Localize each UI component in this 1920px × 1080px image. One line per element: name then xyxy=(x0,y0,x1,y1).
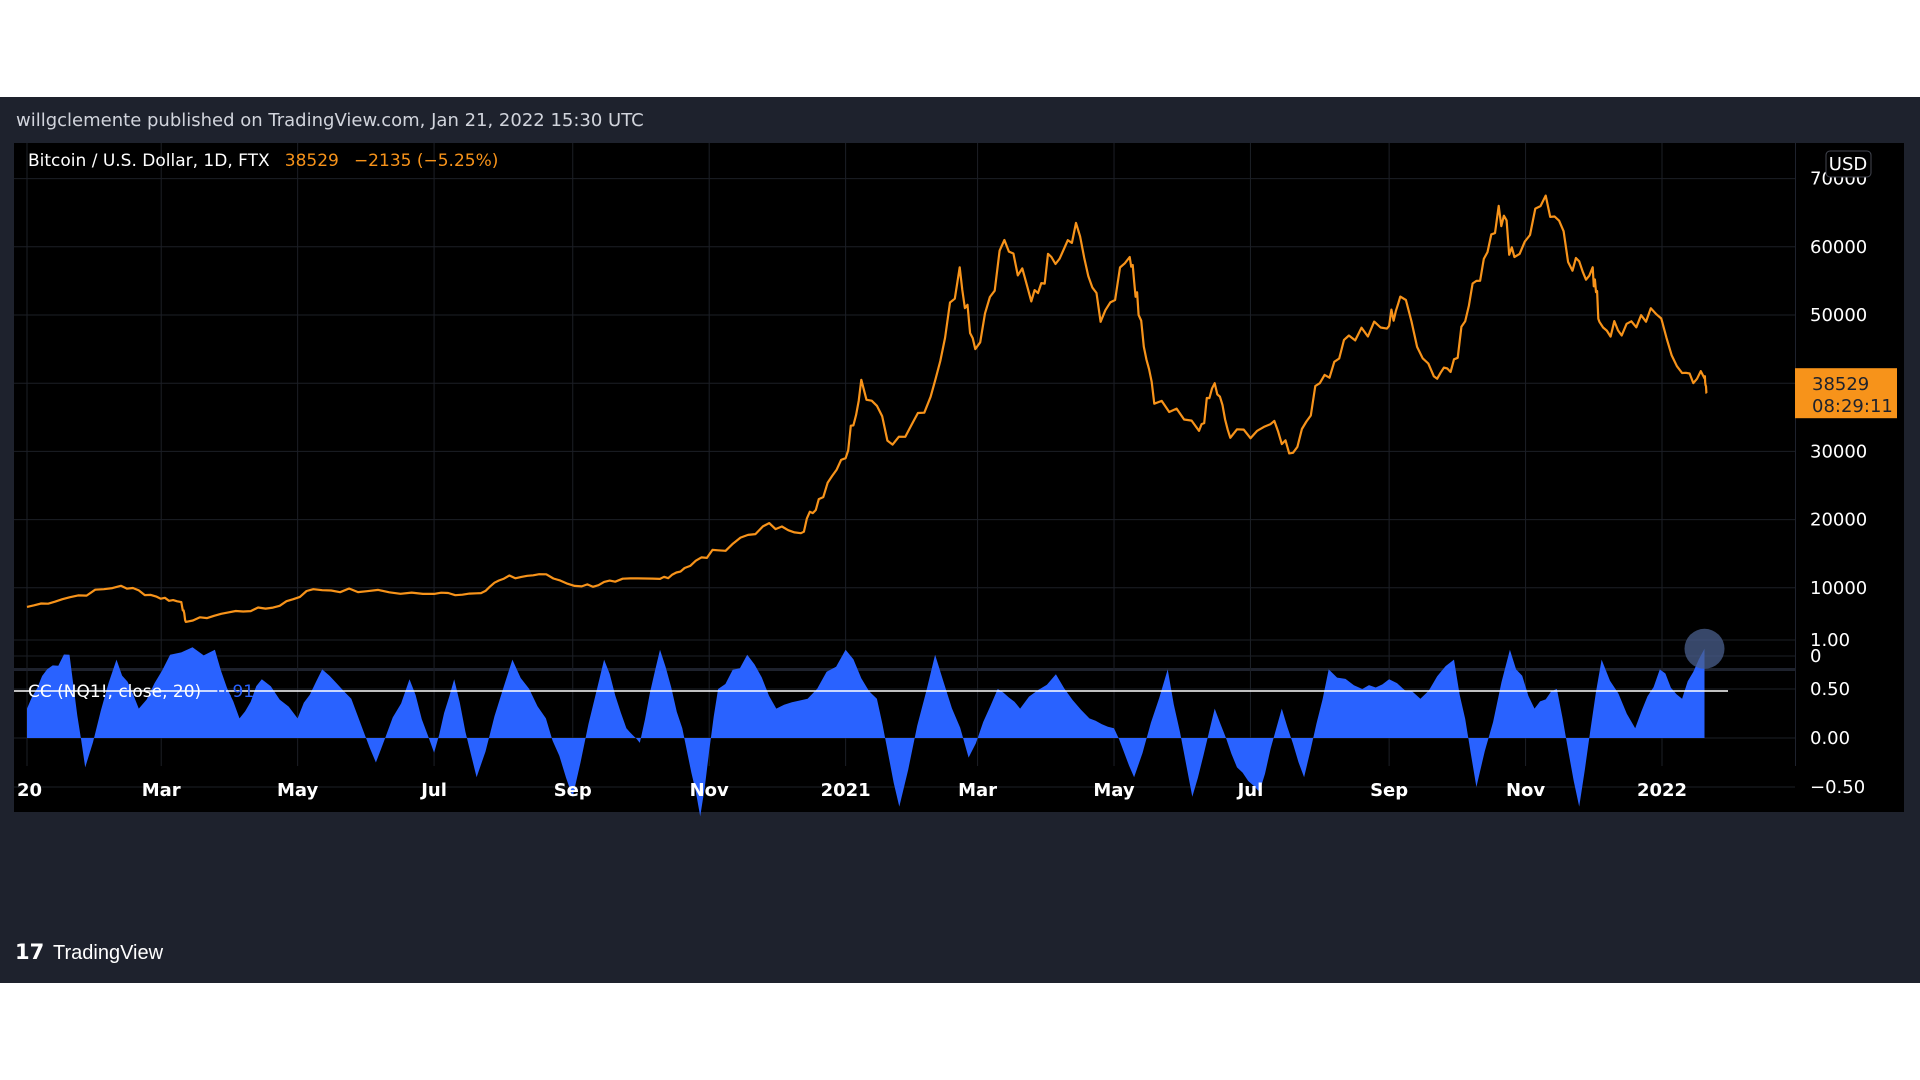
indicator-legend: CC (NQ1!, close, 20) 0.91 xyxy=(28,682,254,702)
x-tick-10: Sep xyxy=(1370,780,1408,801)
price-axis[interactable] xyxy=(1795,143,1904,766)
chart-frame: willgclemente published on TradingView.c… xyxy=(0,97,1920,983)
bar-countdown: 08:29:11 xyxy=(1812,396,1893,417)
x-tick-8: May xyxy=(1093,780,1135,801)
currency-badge[interactable] xyxy=(1825,150,1872,178)
x-tick-6: 2021 xyxy=(821,780,871,801)
price-tick-50000: 50000 xyxy=(1810,305,1867,326)
price-tick-0: 0 xyxy=(1810,646,1821,667)
price-ticks: 700006000050000400003000020000100000 xyxy=(1810,169,1867,667)
indicator-ticks: 1.00 0.50 0.00 −0.50 xyxy=(1810,630,1865,798)
indicator-value: 0.91 xyxy=(216,682,254,702)
x-tick-12: 2022 xyxy=(1637,780,1687,801)
price-tick-10000: 10000 xyxy=(1810,578,1867,599)
chart-canvas[interactable]: willgclemente published on TradingView.c… xyxy=(0,97,1920,983)
x-tick-4: Sep xyxy=(554,780,592,801)
indicator-title: CC (NQ1!, close, 20) xyxy=(28,682,201,702)
legend-last: 38529 xyxy=(285,151,339,171)
x-tick-5: Nov xyxy=(690,780,729,801)
x-tick-0: 20 xyxy=(17,780,42,801)
axis-divider xyxy=(1795,143,1796,766)
time-axis[interactable] xyxy=(14,766,1904,812)
price-tick-60000: 60000 xyxy=(1810,237,1867,258)
indicator-tick-0.00: 0.00 xyxy=(1810,728,1850,749)
logo-text: TradingView xyxy=(53,942,164,964)
x-tick-2: May xyxy=(277,780,319,801)
cursor-marker[interactable] xyxy=(1684,628,1725,669)
pane-separator[interactable] xyxy=(14,668,1795,671)
currency-badge-label: USD xyxy=(1829,154,1867,175)
logo-mark-icon: 17 xyxy=(15,940,44,964)
correlation-area xyxy=(27,647,1705,817)
last-price-label xyxy=(1795,368,1897,419)
indicator-tick-−0.50: −0.50 xyxy=(1810,777,1865,798)
publisher-line: willgclemente published on TradingView.c… xyxy=(16,110,644,131)
indicator-tick-1.00: 1.00 xyxy=(1810,630,1850,651)
x-tick-7: Mar xyxy=(958,780,997,801)
legend-symbol: Bitcoin / U.S. Dollar, 1D, FTX xyxy=(28,151,270,171)
legend-row: Bitcoin / U.S. Dollar, 1D, FTX 38529 −21… xyxy=(28,151,498,171)
indicator-tick-0.50: 0.50 xyxy=(1810,679,1850,700)
price-tick-20000: 20000 xyxy=(1810,510,1867,531)
price-line xyxy=(26,194,1708,623)
price-tick-30000: 30000 xyxy=(1810,441,1867,462)
legend-change: −2135 (−5.25%) xyxy=(354,151,498,171)
x-ticks: 20 Mar May Jul Sep Nov 2021 Mar May Jul Sep Nov 2022 xyxy=(17,780,1687,801)
tradingview-logo[interactable]: 17 TradingView xyxy=(15,940,164,964)
grid xyxy=(14,143,1795,788)
x-tick-3: Jul xyxy=(419,780,447,801)
last-price-value: 38529 xyxy=(1812,374,1869,395)
x-tick-11: Nov xyxy=(1506,780,1545,801)
x-tick-1: Mar xyxy=(142,780,181,801)
x-tick-9: Jul xyxy=(1236,780,1264,801)
